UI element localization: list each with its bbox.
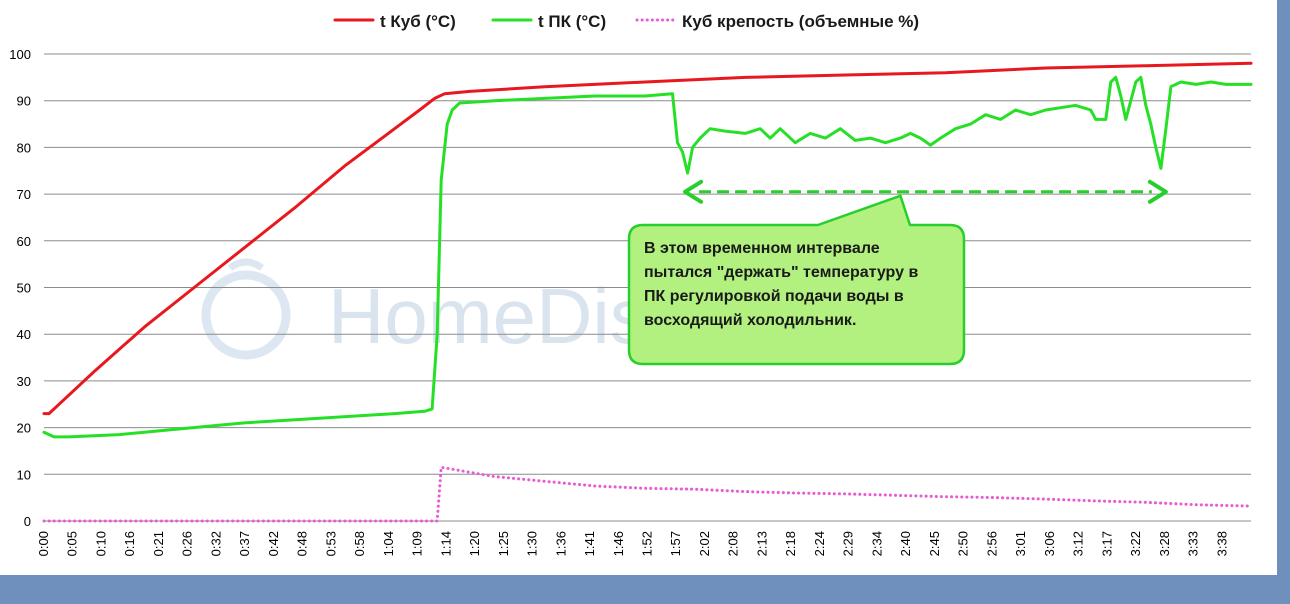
x-tick-label: 2:29 xyxy=(841,531,856,556)
x-tick-label: 3:06 xyxy=(1042,531,1057,556)
annotation-callout-box xyxy=(627,194,966,366)
y-tick-label: 30 xyxy=(17,374,31,389)
annotation-text-line: ПК регулировкой подачи воды в xyxy=(644,288,904,305)
y-tick-label: 50 xyxy=(17,281,31,296)
y-tick-label: 70 xyxy=(17,187,31,202)
y-tick-label: 40 xyxy=(17,327,31,342)
x-tick-label: 3:22 xyxy=(1128,531,1143,556)
legend-label-1: t ПК (°C) xyxy=(538,12,606,31)
x-tick-label: 0:21 xyxy=(151,531,166,556)
x-tick-label: 1:30 xyxy=(525,531,540,556)
x-tick-label: 3:33 xyxy=(1186,531,1201,556)
x-tick-label: 2:13 xyxy=(754,531,769,556)
x-tick-label: 1:46 xyxy=(611,531,626,556)
x-tick-label: 2:34 xyxy=(869,531,884,556)
x-tick-label: 1:20 xyxy=(467,531,482,556)
y-tick-label: 100 xyxy=(9,47,31,62)
x-tick-label: 2:24 xyxy=(812,531,827,556)
annotation-text-line: В этом временном интервале xyxy=(644,240,880,257)
x-tick-label: 3:28 xyxy=(1157,531,1172,556)
series-line-1 xyxy=(42,75,1253,439)
x-tick-label: 3:38 xyxy=(1214,531,1229,556)
x-tick-label: 2:18 xyxy=(783,531,798,556)
x-tick-label: 0:16 xyxy=(122,531,137,556)
x-tick-label: 0:58 xyxy=(352,531,367,556)
x-tick-label: 2:08 xyxy=(726,531,741,556)
y-tick-label: 60 xyxy=(17,234,31,249)
x-tick-label: 0:37 xyxy=(237,531,252,556)
x-tick-label: 3:17 xyxy=(1099,531,1114,556)
legend-label-0: t Куб (°C) xyxy=(380,12,456,31)
y-tick-label: 80 xyxy=(17,140,31,155)
y-tick-label: 10 xyxy=(17,467,31,482)
legend-label-2: Куб крепость (объемные %) xyxy=(682,12,919,31)
x-tick-label: 0:32 xyxy=(208,531,223,556)
x-tick-label: 3:01 xyxy=(1013,531,1028,556)
watermark-logo-ring xyxy=(201,270,291,360)
x-tick-label: 0:10 xyxy=(93,531,108,556)
x-axis: 0:00 0:05 0:10 0:16 0:21 0:26 0:32 0:37 0:42 0:48… xyxy=(36,531,1229,556)
annotation-text-line: восходящий холодильник. xyxy=(644,312,856,329)
y-tick-label: 20 xyxy=(17,421,31,436)
x-tick-label: 1:04 xyxy=(381,531,396,556)
x-tick-label: 2:45 xyxy=(927,531,942,556)
chart: t Куб (°C) t ПК (°C) Куб крепость (объемны… xyxy=(9,12,1253,556)
annotation-text-line: пытался "держать" температуру в xyxy=(644,264,918,281)
x-tick-label: 0:53 xyxy=(323,531,338,556)
annotation: В этом временном интервале пытался "держа… xyxy=(627,179,1168,366)
annotation-arrow-right-head xyxy=(1147,179,1168,204)
watermark-logo-drop xyxy=(227,258,265,271)
series-line-2 xyxy=(42,465,1253,523)
series-group xyxy=(42,61,1253,523)
x-tick-label: 2:02 xyxy=(697,531,712,556)
x-tick-label: 2:40 xyxy=(898,531,913,556)
x-tick-label: 3:12 xyxy=(1071,531,1086,556)
x-tick-label: 2:50 xyxy=(956,531,971,556)
x-tick-label: 1:09 xyxy=(410,531,425,556)
x-tick-label: 0:26 xyxy=(180,531,195,556)
y-tick-label: 90 xyxy=(17,94,31,109)
x-tick-label: 1:41 xyxy=(582,531,597,556)
legend: t Куб (°C) t ПК (°C) Куб крепость (объемны… xyxy=(333,12,919,31)
y-axis: 0 10 20 30 40 50 60 70 80 90 100 xyxy=(9,47,31,529)
x-tick-label: 2:56 xyxy=(984,531,999,556)
x-tick-label: 1:36 xyxy=(553,531,568,556)
x-tick-label: 0:48 xyxy=(295,531,310,556)
x-tick-label: 0:42 xyxy=(266,531,281,556)
x-tick-label: 0:00 xyxy=(36,531,51,556)
x-tick-label: 1:57 xyxy=(668,531,683,556)
annotation-arrow-left-head xyxy=(683,179,704,204)
x-tick-label: 0:05 xyxy=(65,531,80,556)
x-tick-label: 1:52 xyxy=(640,531,655,556)
x-tick-label: 1:14 xyxy=(438,531,453,556)
x-tick-label: 1:25 xyxy=(496,531,511,556)
chart-frame: t Куб (°C) t ПК (°C) Куб крепость (объемны… xyxy=(0,0,1277,575)
series-line-0 xyxy=(42,61,1253,416)
y-tick-label: 0 xyxy=(24,514,31,529)
